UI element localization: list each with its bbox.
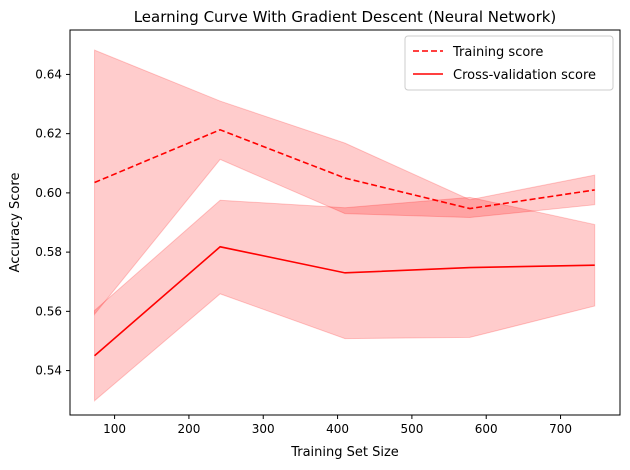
x-tick-label: 100: [103, 422, 126, 436]
y-axis-ticks: 0.54 0.56 0.58 0.60 0.62 0.64: [35, 67, 70, 378]
legend-label-cross-validation: Cross-validation score: [453, 68, 596, 83]
chart-title: Learning Curve With Gradient Descent (Ne…: [134, 8, 557, 26]
x-tick-label: 500: [400, 422, 423, 436]
y-tick-label: 0.54: [35, 364, 62, 378]
x-axis-label: Training Set Size: [290, 445, 399, 460]
legend-box: [404, 35, 614, 91]
y-tick-label: 0.58: [35, 245, 62, 259]
y-tick-label: 0.64: [35, 67, 62, 81]
y-tick-label: 0.62: [35, 127, 62, 141]
legend-label-training: Training score: [452, 45, 543, 60]
legend: Training score Cross-validation score: [404, 35, 614, 91]
band-training: [94, 49, 596, 316]
x-tick-label: 400: [326, 422, 349, 436]
x-tick-label: 200: [177, 422, 200, 436]
series-lines: [94, 128, 595, 357]
x-axis-ticks: 100 200 300 400 500 600 700: [103, 415, 572, 436]
y-tick-label: 0.56: [35, 304, 62, 318]
series-line-cross-validation: [94, 245, 595, 357]
y-tick-label: 0.60: [35, 186, 62, 200]
y-axis-label: Accuracy Score: [8, 173, 23, 273]
series-line-training: [94, 128, 595, 210]
x-tick-label: 600: [475, 422, 498, 436]
plot-frame: [69, 29, 621, 416]
x-tick-label: 300: [252, 422, 275, 436]
x-tick-label: 700: [549, 422, 572, 436]
